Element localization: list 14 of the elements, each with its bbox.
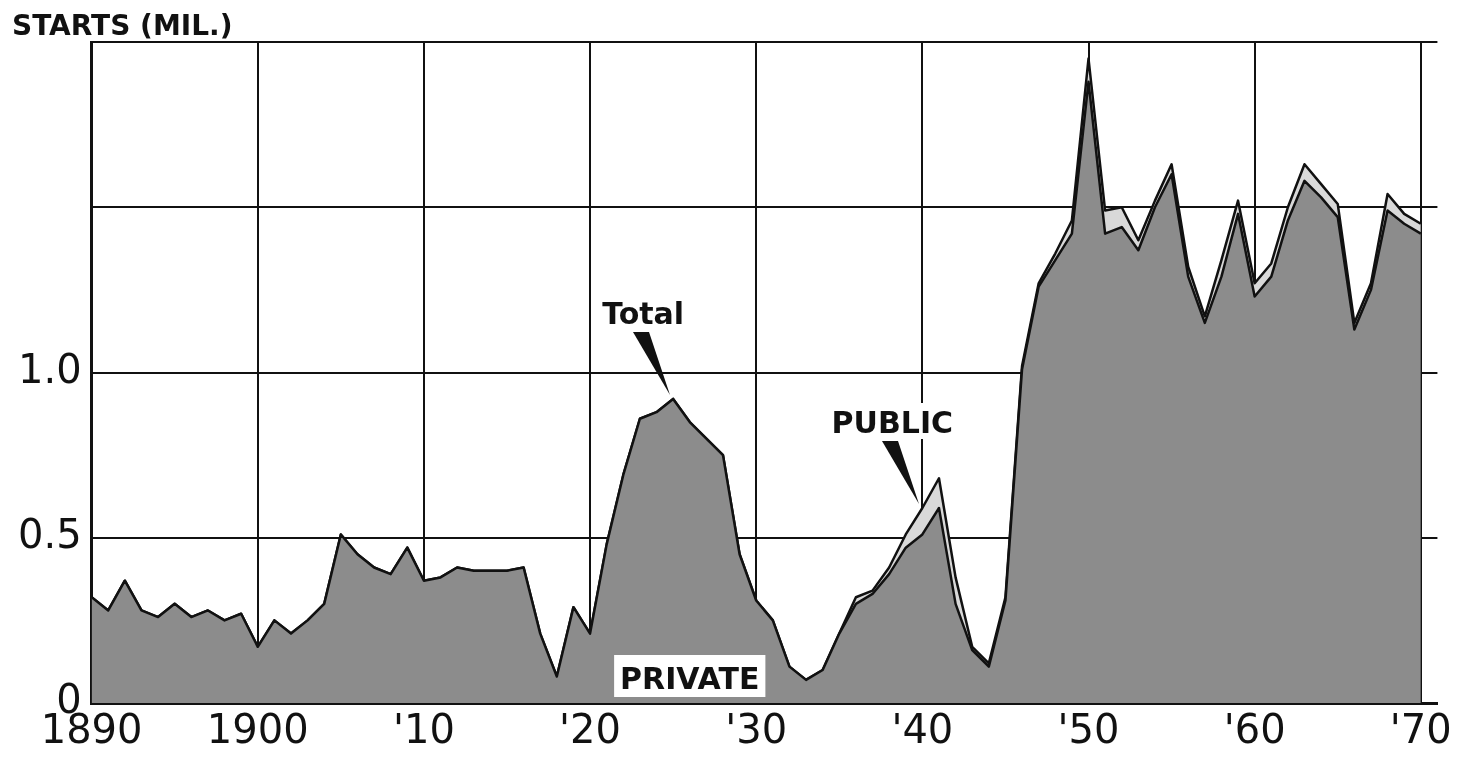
annotation: PUBLIC (831, 405, 954, 441)
y-tick-label: 1.0 (17, 345, 82, 392)
x-tick-label: '20 (559, 706, 622, 753)
x-tick-label: '70 (1389, 706, 1452, 753)
x-tick-label: '50 (1057, 706, 1120, 753)
annotation: Total (602, 295, 685, 331)
x-tick-label: '10 (392, 706, 455, 753)
y-tick-label: 0.5 (17, 511, 82, 558)
x-tick-label: '60 (1223, 706, 1286, 753)
annotation: PRIVATE (620, 661, 760, 696)
y-axis-title: STARTS (MIL.) (12, 9, 233, 43)
x-tick-label: 1900 (206, 706, 309, 753)
x-tick-label: '30 (725, 706, 788, 753)
x-tick-label: '40 (891, 706, 954, 753)
